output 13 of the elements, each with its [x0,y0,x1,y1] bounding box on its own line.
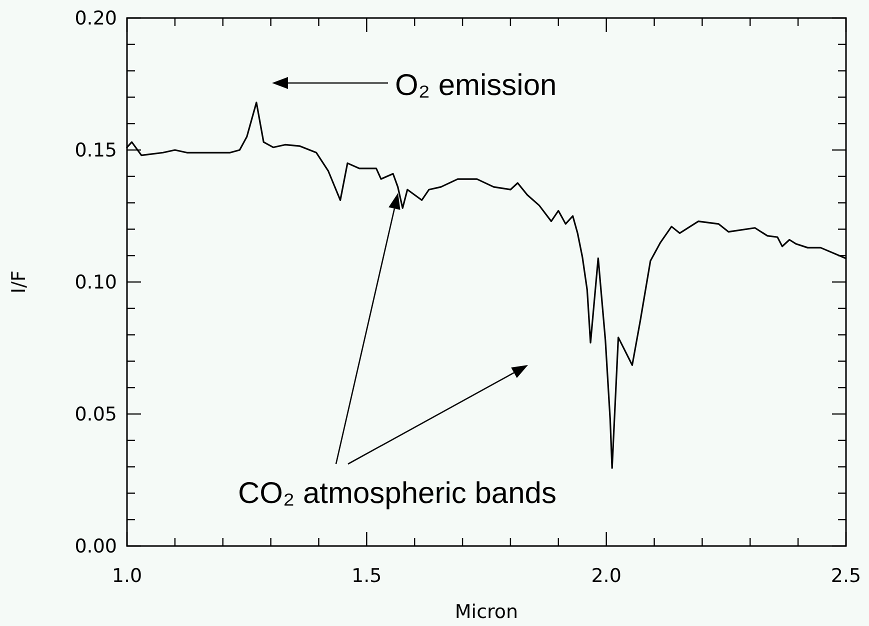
annotation: O₂ emission [395,69,557,102]
x-axis-title: Micron [454,601,518,623]
y-tick-label: 0.10 [74,272,117,294]
y-tick-label: 0.15 [74,140,117,162]
y-tick-label: 0.20 [74,8,117,30]
y-tick-label: 0.05 [74,404,117,426]
x-tick-label: 1.0 [112,565,142,587]
y-tick-label: 0.00 [74,536,117,558]
x-tick-label: 1.5 [352,565,382,587]
x-tick-label: 2.5 [830,565,862,587]
x-tick-label: 2.0 [591,565,622,587]
annotation: CO₂ atmospheric bands [238,477,556,510]
y-axis-title: I/F [8,270,30,294]
